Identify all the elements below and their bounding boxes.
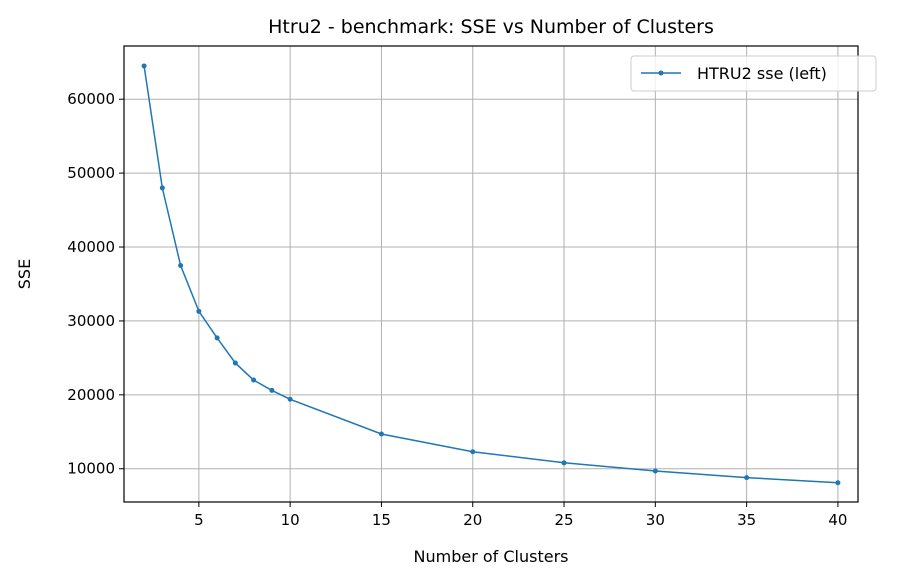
x-tick-label: 35 bbox=[737, 511, 756, 529]
legend-series-label: HTRU2 sse (left) bbox=[697, 64, 827, 83]
legend-box bbox=[630, 55, 877, 92]
y-tick-label: 40000 bbox=[67, 238, 115, 256]
data-point bbox=[378, 431, 384, 437]
data-point bbox=[269, 387, 275, 393]
data-point bbox=[178, 263, 184, 269]
y-tick-label: 30000 bbox=[67, 312, 115, 330]
x-tick-label: 10 bbox=[281, 511, 300, 529]
y-axis-label: SSE bbox=[15, 259, 34, 289]
data-point bbox=[561, 460, 567, 466]
axis-ticks: 5 10 15 20 25 30 35 40 10000 20000 30000 40000 50000… bbox=[67, 90, 847, 529]
legend-point-marker bbox=[658, 70, 664, 76]
x-axis-label: Number of Clusters bbox=[414, 547, 569, 566]
y-tick-label: 10000 bbox=[67, 460, 115, 478]
y-tick-label: 20000 bbox=[67, 386, 115, 404]
x-tick-label: 15 bbox=[372, 511, 391, 529]
data-point bbox=[744, 475, 750, 481]
data-point bbox=[470, 449, 476, 455]
legend: HTRU2 sse (left) bbox=[630, 55, 877, 92]
y-tick-label: 60000 bbox=[67, 90, 115, 108]
series-layer bbox=[141, 63, 841, 486]
x-tick-label: 25 bbox=[554, 511, 573, 529]
x-tick-label: 30 bbox=[646, 511, 665, 529]
data-point bbox=[652, 468, 658, 474]
data-point bbox=[232, 360, 238, 366]
grid-lines bbox=[124, 46, 858, 502]
data-point bbox=[159, 185, 165, 191]
chart-title: Htru2 - benchmark: SSE vs Number of Clus… bbox=[268, 16, 714, 38]
data-point bbox=[196, 308, 202, 314]
x-tick-label: 20 bbox=[463, 511, 482, 529]
data-point bbox=[141, 63, 147, 69]
x-tick-label: 5 bbox=[194, 511, 204, 529]
y-tick-label: 50000 bbox=[67, 164, 115, 182]
data-point bbox=[287, 396, 293, 402]
plot-frame bbox=[123, 45, 859, 503]
data-point bbox=[835, 480, 841, 486]
data-point bbox=[251, 377, 257, 383]
data-point bbox=[214, 335, 220, 341]
x-tick-label: 40 bbox=[828, 511, 847, 529]
